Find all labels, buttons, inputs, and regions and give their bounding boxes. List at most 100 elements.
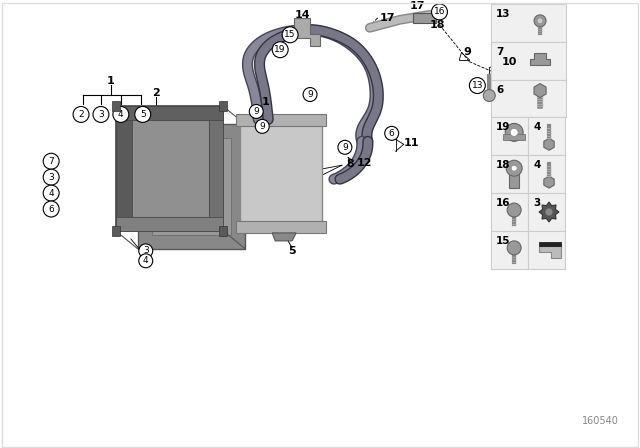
Bar: [116, 217, 223, 231]
Circle shape: [43, 185, 59, 201]
Polygon shape: [544, 138, 554, 150]
Circle shape: [139, 244, 153, 258]
Text: 160540: 160540: [582, 416, 619, 426]
Text: 3: 3: [143, 246, 148, 255]
Text: 9: 9: [342, 143, 348, 152]
Text: 16: 16: [496, 198, 511, 208]
Text: 11: 11: [404, 138, 419, 148]
Bar: [152, 138, 232, 235]
Text: 6: 6: [496, 85, 504, 95]
Text: 7: 7: [496, 47, 504, 57]
Circle shape: [139, 254, 153, 268]
Text: 15: 15: [284, 30, 296, 39]
Bar: [528, 231, 565, 269]
Circle shape: [73, 107, 89, 122]
Circle shape: [534, 15, 546, 27]
Text: 13: 13: [472, 81, 483, 90]
Bar: [112, 226, 120, 236]
Bar: [220, 102, 227, 112]
Circle shape: [338, 140, 352, 154]
Polygon shape: [539, 246, 561, 258]
Circle shape: [93, 107, 109, 122]
Circle shape: [506, 160, 522, 176]
Text: 2: 2: [152, 87, 159, 98]
Text: 14: 14: [294, 10, 310, 20]
Text: 18: 18: [496, 160, 511, 170]
Text: 3: 3: [48, 172, 54, 182]
Polygon shape: [530, 53, 550, 65]
Circle shape: [510, 129, 518, 136]
Bar: [492, 155, 528, 193]
Circle shape: [43, 201, 59, 217]
Bar: [116, 107, 223, 231]
Circle shape: [250, 104, 263, 118]
Text: 1: 1: [261, 98, 269, 108]
Polygon shape: [413, 13, 436, 23]
Text: 4: 4: [143, 256, 148, 265]
Text: 10: 10: [502, 56, 517, 67]
Text: 19: 19: [496, 122, 511, 133]
Text: 9: 9: [259, 122, 265, 131]
Circle shape: [385, 126, 399, 140]
Bar: [209, 107, 223, 231]
Bar: [138, 125, 245, 249]
Bar: [236, 114, 326, 126]
Text: 16: 16: [434, 7, 445, 17]
Text: 4: 4: [118, 110, 124, 119]
Text: 5: 5: [288, 246, 296, 256]
Circle shape: [135, 107, 151, 122]
Circle shape: [113, 107, 129, 122]
Circle shape: [469, 78, 485, 94]
Text: 13: 13: [496, 9, 511, 19]
Circle shape: [507, 241, 521, 255]
Bar: [241, 116, 322, 231]
Circle shape: [255, 120, 269, 134]
Text: 3: 3: [533, 198, 540, 208]
Circle shape: [272, 42, 288, 58]
Bar: [116, 107, 223, 121]
Polygon shape: [539, 202, 559, 222]
Text: 7: 7: [48, 157, 54, 166]
Text: 6: 6: [389, 129, 395, 138]
Bar: [492, 231, 528, 269]
Text: 15: 15: [496, 236, 511, 246]
Bar: [492, 193, 528, 231]
Text: 17: 17: [380, 13, 396, 23]
Text: 4: 4: [49, 189, 54, 198]
Circle shape: [43, 169, 59, 185]
Circle shape: [483, 90, 495, 102]
Text: 12: 12: [357, 158, 372, 168]
Text: 4: 4: [533, 160, 540, 170]
Bar: [509, 168, 519, 188]
Bar: [492, 42, 566, 80]
Text: 17: 17: [410, 1, 426, 11]
Bar: [492, 4, 566, 42]
Text: 4: 4: [533, 122, 540, 133]
Bar: [503, 134, 525, 140]
Circle shape: [511, 165, 517, 171]
Bar: [116, 107, 132, 231]
Text: 18: 18: [429, 20, 445, 30]
Circle shape: [505, 123, 523, 141]
Bar: [220, 226, 227, 236]
Circle shape: [537, 18, 543, 24]
Circle shape: [507, 203, 521, 217]
Circle shape: [43, 153, 59, 169]
Text: 8: 8: [346, 159, 354, 169]
Polygon shape: [544, 176, 554, 188]
Bar: [112, 102, 120, 112]
Text: 9: 9: [253, 107, 259, 116]
Polygon shape: [534, 84, 546, 98]
Text: 1: 1: [107, 76, 115, 86]
Text: 5: 5: [140, 110, 146, 119]
Text: 3: 3: [98, 110, 104, 119]
Bar: [528, 193, 565, 231]
Text: 19: 19: [275, 45, 286, 54]
Circle shape: [431, 4, 447, 20]
Circle shape: [282, 27, 298, 43]
Text: 9: 9: [463, 47, 471, 57]
Circle shape: [303, 87, 317, 102]
Text: 9: 9: [307, 90, 313, 99]
Bar: [539, 242, 561, 246]
Bar: [492, 117, 528, 155]
